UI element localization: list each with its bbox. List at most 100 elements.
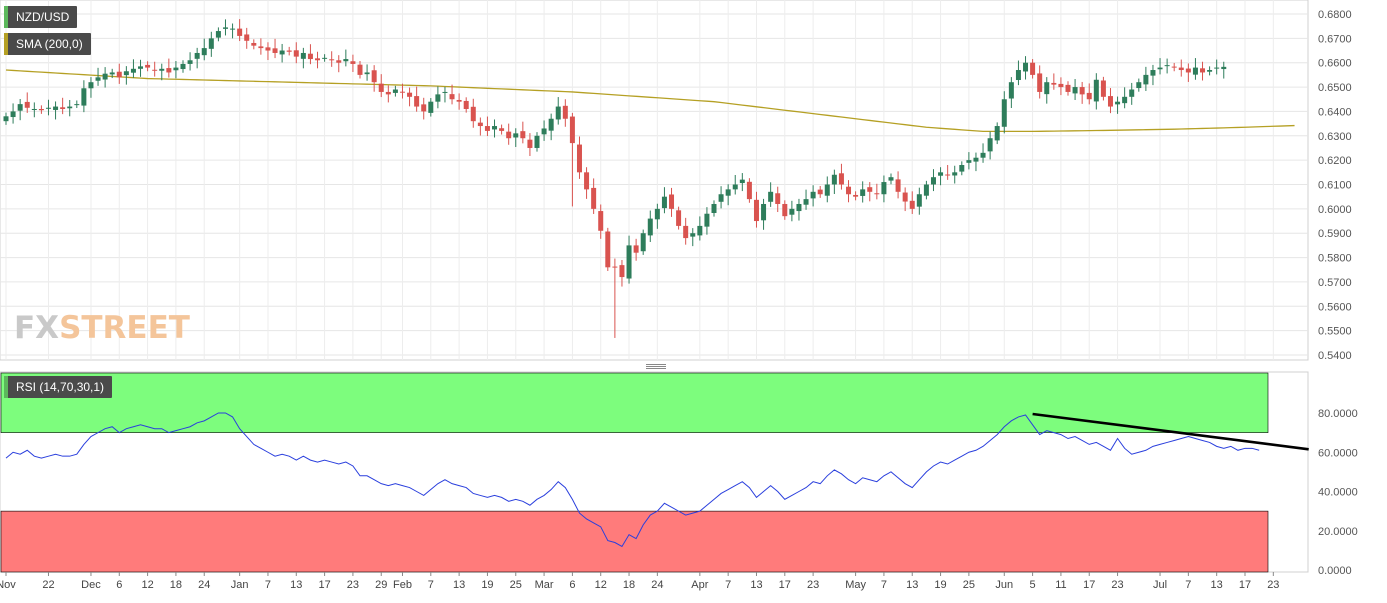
- rsi-tick-label: 80.0000: [1318, 408, 1358, 420]
- candle: [838, 163, 844, 190]
- rsi-tick-label: 0.0000: [1318, 565, 1352, 577]
- candle-body: [300, 52, 306, 59]
- candle: [1100, 76, 1106, 101]
- candle-body: [569, 116, 575, 144]
- candle: [1044, 77, 1050, 104]
- candle-body: [109, 72, 115, 75]
- candle-body: [1072, 87, 1078, 94]
- candle: [541, 120, 547, 141]
- candle-body: [392, 89, 398, 93]
- candle: [265, 42, 271, 61]
- candle-body: [442, 91, 448, 93]
- candle: [768, 182, 774, 207]
- candle-body: [966, 160, 972, 163]
- candle: [987, 131, 993, 160]
- logo-fx: FX: [14, 310, 60, 346]
- candle: [796, 198, 802, 221]
- candle: [222, 19, 228, 36]
- candle-body: [215, 31, 221, 38]
- candle-body: [180, 63, 186, 70]
- candle-body: [874, 193, 880, 195]
- date-tick-label: Feb: [393, 579, 412, 591]
- candle: [761, 198, 767, 230]
- candle-body: [867, 187, 873, 192]
- candle: [1115, 96, 1121, 114]
- candle-body: [1143, 74, 1149, 85]
- candle-body: [520, 131, 526, 139]
- date-tick-label: 17: [779, 579, 791, 591]
- candle-body: [265, 47, 271, 51]
- candle-body: [286, 50, 292, 52]
- rsi-trendline: [1032, 412, 1309, 451]
- rsi-axis: 0.0000 20.0000 40.0000 60.0000 80.0000: [1318, 408, 1358, 577]
- candle-body: [1115, 101, 1121, 105]
- candle: [1058, 77, 1064, 96]
- candle: [180, 60, 186, 73]
- candle: [725, 184, 731, 206]
- pane-resize-handle[interactable]: [646, 364, 666, 370]
- candle-body: [994, 126, 1000, 141]
- candle: [194, 47, 200, 69]
- candle: [669, 187, 675, 217]
- candle: [456, 93, 462, 110]
- candle: [782, 200, 788, 220]
- legend-sma[interactable]: SMA (200,0): [4, 33, 91, 55]
- candle: [1200, 61, 1206, 81]
- candle: [449, 84, 455, 105]
- candle-body: [704, 213, 710, 227]
- candle-body: [1001, 99, 1007, 127]
- candle: [315, 51, 321, 69]
- candle: [208, 31, 214, 57]
- candle-body: [732, 184, 738, 190]
- main-grid: [0, 0, 1309, 361]
- price-tick-label: 0.5700: [1318, 277, 1352, 289]
- candle-body: [753, 199, 759, 222]
- candle: [350, 54, 356, 72]
- candle: [739, 173, 745, 192]
- candle-body: [527, 139, 533, 148]
- candle: [293, 42, 299, 64]
- candle: [1143, 66, 1149, 91]
- candle-body: [697, 225, 703, 236]
- candle-body: [307, 53, 313, 60]
- legend-main-label: NZD/USD: [16, 10, 70, 24]
- candle-body: [230, 28, 236, 30]
- candle-body: [95, 77, 101, 81]
- legend-nzdusd[interactable]: NZD/USD: [4, 6, 78, 28]
- candle: [357, 61, 363, 79]
- candle-body: [541, 128, 547, 135]
- candle-body: [470, 106, 476, 122]
- candle-body: [45, 107, 51, 109]
- candle: [1122, 87, 1128, 109]
- candle-body: [548, 118, 554, 131]
- candle: [399, 83, 405, 99]
- date-tick-label: 25: [963, 579, 975, 591]
- date-tick-label: 12: [141, 579, 153, 591]
- candle: [810, 185, 816, 207]
- date-tick-label: 23: [347, 579, 359, 591]
- candle-body: [746, 181, 752, 200]
- candle-body: [145, 64, 151, 68]
- candle-body: [31, 108, 37, 110]
- candle-body: [123, 71, 129, 76]
- candle-body: [669, 194, 675, 209]
- price-tick-label: 0.6700: [1318, 33, 1352, 45]
- candle-body: [3, 116, 9, 122]
- legend-sma-label: SMA (200,0): [16, 37, 83, 51]
- date-tick-label: 24: [651, 579, 663, 591]
- date-tick-label: 17: [318, 579, 330, 591]
- candle-body: [1030, 62, 1036, 75]
- candle: [980, 143, 986, 163]
- candle-body: [1093, 79, 1099, 102]
- candle-body: [130, 68, 136, 73]
- candle: [1008, 77, 1014, 109]
- date-tick-label: 29: [375, 579, 387, 591]
- candle-body: [24, 101, 30, 108]
- candle: [676, 206, 682, 230]
- candle-body: [251, 42, 257, 46]
- date-tick-label: 12: [595, 579, 607, 591]
- date-tick-label: 22: [42, 579, 54, 591]
- candle-body: [506, 131, 512, 139]
- legend-rsi[interactable]: RSI (14,70,30,1): [4, 376, 113, 398]
- sma-200-line: [5, 69, 1295, 133]
